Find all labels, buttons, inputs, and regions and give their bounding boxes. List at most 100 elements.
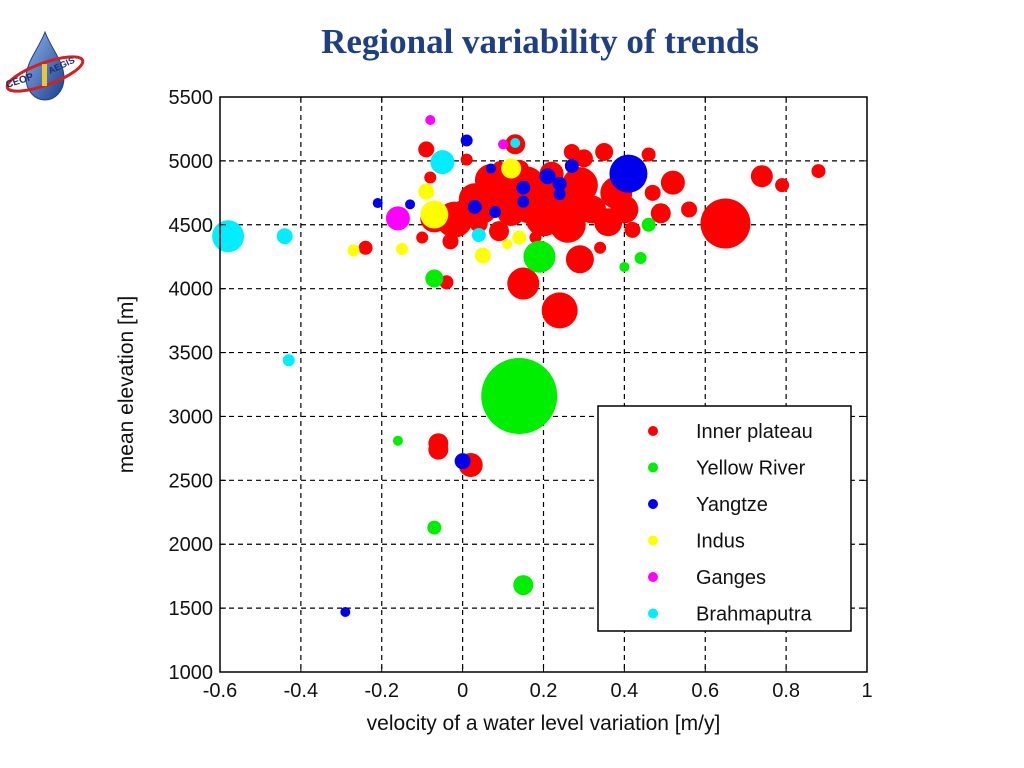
data-point	[276, 228, 293, 245]
data-point	[510, 138, 521, 148]
data-point	[624, 221, 641, 238]
legend-marker	[648, 572, 658, 582]
data-point	[553, 188, 566, 201]
data-point	[425, 269, 444, 288]
x-tick-label: 1	[861, 680, 872, 702]
data-point	[385, 206, 410, 231]
data-point	[488, 206, 501, 218]
legend-label: Indus	[696, 531, 745, 553]
data-point	[454, 453, 471, 470]
data-point	[539, 168, 556, 185]
data-point	[212, 220, 245, 253]
data-point	[750, 165, 773, 188]
data-point	[485, 163, 496, 174]
data-point	[811, 164, 826, 179]
x-tick-label: 0	[457, 680, 468, 702]
data-point	[430, 150, 455, 175]
data-point	[372, 198, 383, 209]
data-point	[512, 230, 527, 245]
legend-label: Yangtze	[696, 494, 768, 516]
data-point	[565, 245, 594, 274]
legend-marker	[648, 535, 658, 546]
x-tick-label: 0.2	[530, 680, 558, 702]
data-point	[650, 203, 671, 224]
data-point	[481, 358, 558, 434]
data-point	[513, 575, 534, 596]
data-point	[775, 178, 790, 193]
data-point	[416, 231, 429, 244]
x-tick-label: 0.6	[691, 680, 719, 702]
data-point	[609, 154, 648, 193]
data-point	[471, 228, 486, 242]
data-point	[405, 199, 416, 210]
data-point	[392, 435, 403, 446]
x-tick-label: 0.4	[610, 680, 638, 702]
y-tick-label: 1500	[169, 598, 214, 620]
data-point	[594, 241, 607, 254]
data-point	[517, 195, 530, 208]
y-tick-label: 4500	[169, 215, 214, 237]
data-point	[489, 221, 510, 242]
data-point	[502, 238, 513, 249]
data-point	[425, 115, 436, 125]
data-point	[641, 147, 656, 162]
data-point	[442, 233, 459, 250]
data-point	[574, 149, 593, 168]
legend-marker	[648, 499, 658, 509]
data-point	[395, 243, 408, 256]
data-point	[595, 142, 614, 161]
x-axis-label: velocity of a water level variation [m/y…	[367, 712, 721, 735]
x-tick-label: -0.4	[284, 680, 318, 702]
data-point	[428, 439, 449, 460]
data-point	[420, 200, 449, 229]
data-point	[418, 183, 435, 200]
data-point	[644, 184, 661, 201]
data-point	[418, 141, 435, 158]
data-point	[340, 606, 351, 617]
ceop-aegis-logo: CEOP AEGIS	[5, 30, 85, 101]
y-tick-label: 5500	[169, 87, 214, 109]
data-point	[634, 252, 647, 264]
y-tick-label: 3000	[169, 406, 214, 428]
slide-title: Regional variability of trends	[321, 22, 759, 61]
data-point	[347, 244, 360, 257]
data-point	[564, 159, 579, 173]
legend-label: Ganges	[696, 567, 766, 589]
y-axis-label: mean elevation [m]	[115, 296, 138, 473]
data-point	[561, 167, 598, 204]
data-point	[516, 180, 531, 195]
data-point	[529, 231, 542, 244]
data-point	[498, 139, 509, 150]
legend-label: Yellow River	[696, 458, 806, 480]
data-point	[469, 214, 488, 233]
data-point	[474, 247, 491, 264]
y-tick-label: 4000	[169, 279, 214, 301]
data-point	[523, 240, 556, 273]
data-point	[467, 199, 482, 214]
data-point	[427, 520, 442, 535]
y-tick-label: 2500	[169, 470, 214, 492]
data-point	[358, 240, 373, 255]
data-point	[460, 134, 473, 147]
legend-box	[597, 405, 852, 632]
x-tick-label: 0.8	[772, 680, 800, 702]
y-tick-label: 3500	[169, 343, 214, 365]
legend-marker	[648, 426, 658, 436]
data-point	[641, 217, 656, 232]
legend-marker	[648, 462, 658, 473]
legend-marker	[648, 608, 658, 619]
data-point	[700, 198, 751, 249]
data-point	[424, 171, 437, 184]
x-tick-label: -0.6	[203, 680, 237, 702]
data-point	[541, 292, 578, 329]
data-point	[681, 201, 698, 218]
data-point	[282, 354, 295, 367]
data-point	[660, 170, 685, 195]
data-point	[507, 267, 540, 300]
data-point	[552, 176, 567, 191]
y-tick-label: 2000	[169, 534, 214, 556]
y-tick-label: 1000	[169, 662, 214, 684]
orbit-ring-icon	[5, 55, 85, 93]
data-point	[610, 195, 639, 224]
satellite-icon	[42, 64, 47, 86]
